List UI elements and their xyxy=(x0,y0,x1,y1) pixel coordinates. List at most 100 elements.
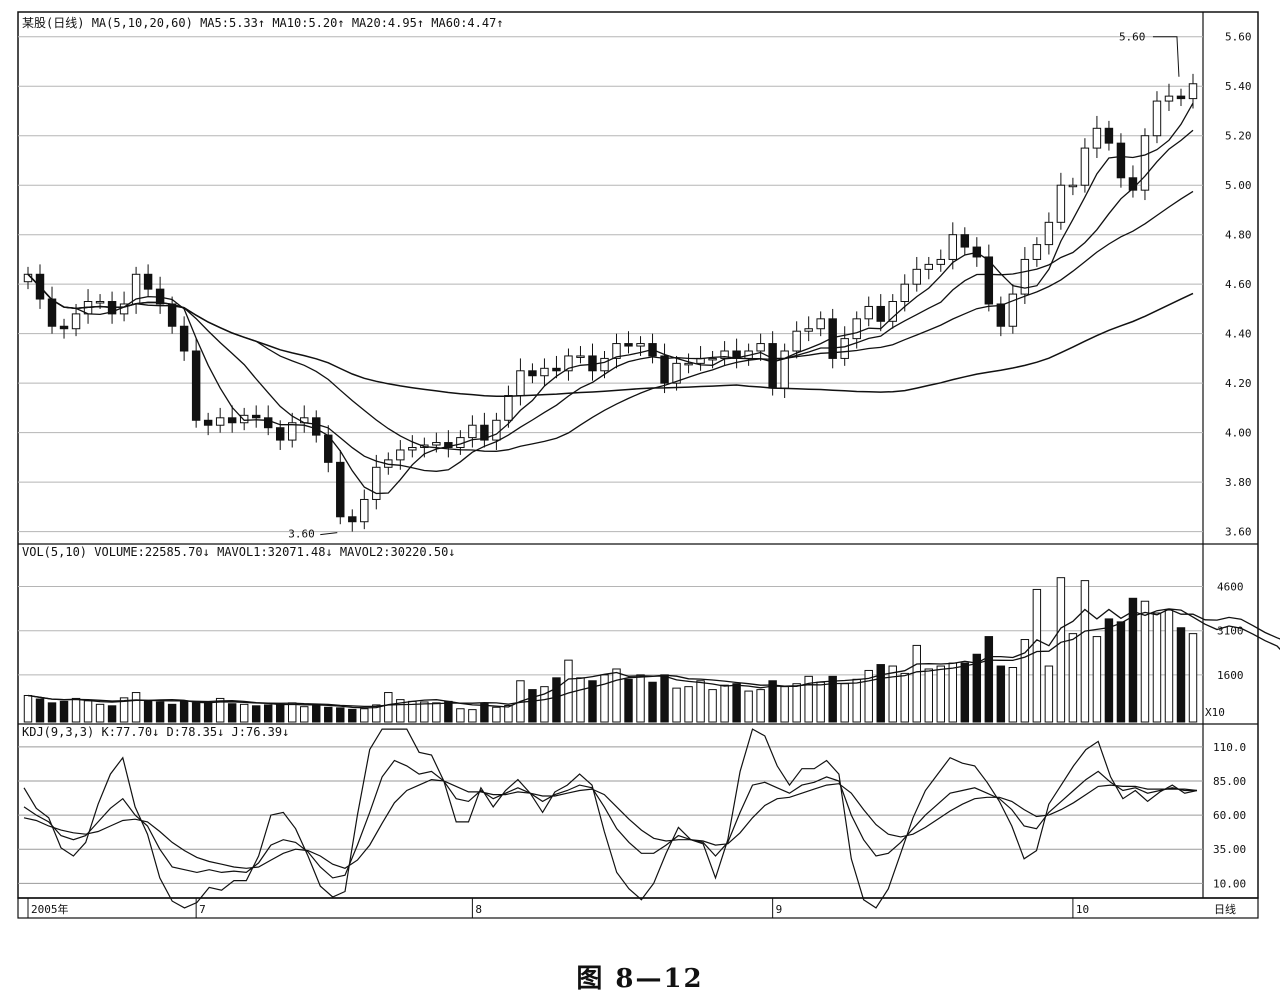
volume-bar xyxy=(167,703,177,723)
candle-body xyxy=(47,298,57,327)
volume-bar xyxy=(840,683,849,723)
volume-bar xyxy=(612,668,621,723)
candle-body xyxy=(672,362,681,384)
volume-bar xyxy=(900,672,909,723)
volume-bar xyxy=(203,702,213,723)
volume-bar xyxy=(852,678,861,723)
kdj-tick-label: 10.00 xyxy=(1213,877,1246,890)
mavol2-value: MAVOL2:30220.50 xyxy=(339,545,449,559)
mavol1-value: MAVOL1:32071.48 xyxy=(217,545,326,559)
candle-body xyxy=(864,305,873,320)
candle-body xyxy=(984,256,994,305)
volume-bar xyxy=(804,675,813,723)
volume-bar xyxy=(720,684,729,723)
volume-bar xyxy=(372,704,381,723)
stock-name: 某股(日线) xyxy=(22,16,85,30)
volume-bar xyxy=(59,700,69,723)
candle-body xyxy=(1068,184,1078,188)
volume-bar xyxy=(816,681,825,723)
ma20-line xyxy=(27,190,1194,452)
volume-bar xyxy=(1056,577,1066,723)
volume-bar xyxy=(119,697,129,723)
volume-bar xyxy=(936,665,946,723)
volume-bar xyxy=(660,674,669,723)
candle-body xyxy=(900,283,909,303)
kdj-d-line xyxy=(23,778,1198,869)
candle-body xyxy=(239,414,249,424)
period-label: 日线 xyxy=(1214,902,1236,916)
volume-bar xyxy=(744,690,753,723)
candle-body xyxy=(360,498,369,523)
volume-bar xyxy=(528,689,537,723)
candle-body xyxy=(1116,142,1126,179)
candle-body xyxy=(1020,258,1030,295)
candle-body xyxy=(876,305,885,322)
annotation-arrow xyxy=(320,532,338,536)
volume-bar xyxy=(708,689,717,723)
candle-body xyxy=(143,273,153,290)
volume-bar xyxy=(1164,609,1174,723)
volume-bar xyxy=(888,665,897,723)
candle-body xyxy=(179,325,189,352)
d-value: D:78.35 xyxy=(166,725,218,739)
volume-bar xyxy=(924,668,933,723)
candle-body xyxy=(576,355,585,358)
candle-body xyxy=(1164,95,1174,102)
volume-bar xyxy=(768,680,777,723)
kdj-panel-header: KDJ(9,3,3) K:77.70↓ D:78.35↓ J:76.39↓ xyxy=(22,725,290,739)
volume-bar xyxy=(636,674,645,723)
time-axis-label: 9 xyxy=(776,903,783,916)
volume-bar xyxy=(1104,618,1114,723)
candle-body xyxy=(852,318,861,340)
volume-bar xyxy=(492,706,501,723)
volume-bar xyxy=(756,689,765,723)
candle-body xyxy=(840,338,849,359)
volume-bar xyxy=(1080,580,1090,723)
volume-bar xyxy=(215,697,225,723)
price-tick-label: 4.60 xyxy=(1225,278,1252,291)
volume-bar xyxy=(1092,636,1102,723)
volume-bar xyxy=(47,702,57,723)
volume-bar xyxy=(384,692,393,723)
ma10-value: MA10:5.20 xyxy=(272,16,338,30)
volume-bar xyxy=(227,703,237,723)
candle-body xyxy=(1104,127,1114,144)
annotation-arrow xyxy=(1152,36,1180,77)
candle-body xyxy=(636,343,645,347)
volume-bar xyxy=(71,697,81,723)
kdj-k-line xyxy=(23,759,1197,879)
kdj-tick-label: 85.00 xyxy=(1213,775,1246,788)
volume-bar xyxy=(191,702,201,723)
candle-body xyxy=(312,417,321,436)
candle-body xyxy=(167,303,177,327)
price-tick-label: 3.60 xyxy=(1225,526,1252,539)
price-panel-header: 某股(日线) MA(5,10,20,60) MA5:5.33↑ MA10:5.2… xyxy=(22,16,504,30)
volume-bar xyxy=(251,705,261,723)
volume-bar xyxy=(864,669,873,723)
volume-bar xyxy=(732,683,741,723)
candle-body xyxy=(251,414,261,419)
candle-body xyxy=(912,268,921,285)
price-tick-label: 3.80 xyxy=(1225,476,1252,489)
volume-bar xyxy=(1176,627,1186,723)
volume-bar xyxy=(1068,633,1078,723)
ma60-line xyxy=(27,273,1194,398)
volume-bar xyxy=(504,705,513,723)
candle-body xyxy=(480,424,489,441)
candle-body xyxy=(275,427,285,441)
candle-body xyxy=(468,424,477,439)
kdj-parameters: KDJ(9,3,3) xyxy=(22,725,95,739)
volume-bar xyxy=(35,698,45,723)
volume-bar xyxy=(275,703,285,723)
price-annotation: 5.60 xyxy=(1119,31,1146,44)
ma-parameters: MA(5,10,20,60) xyxy=(91,16,193,30)
volume-bar xyxy=(456,708,465,723)
ma5-line xyxy=(27,102,1194,495)
volume-value: VOLUME:22585.70 xyxy=(94,545,203,559)
candle-body xyxy=(564,355,573,372)
volume-bar xyxy=(336,707,345,723)
volume-bar xyxy=(155,701,165,723)
candle-body xyxy=(804,328,813,332)
volume-bar xyxy=(696,680,705,723)
volume-bar xyxy=(876,664,885,723)
